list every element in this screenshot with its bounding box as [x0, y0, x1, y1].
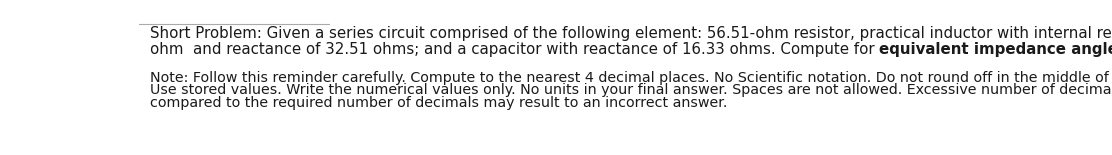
Text: Short Problem: Given a series circuit comprised of the following element: 56.51-: Short Problem: Given a series circuit co…	[150, 26, 1112, 41]
Text: Note: Follow this reminder carefully. Compute to the nearest 4 decimal places. N: Note: Follow this reminder carefully. Co…	[150, 71, 1112, 85]
Text: compared to the required number of decimals may result to an incorrect answer.: compared to the required number of decim…	[150, 96, 727, 110]
Text: Use stored values. Write the numerical values only. No units in your final answe: Use stored values. Write the numerical v…	[150, 83, 1112, 97]
Text: equivalent impedance angle in degrees: equivalent impedance angle in degrees	[880, 42, 1112, 57]
Text: ohm  and reactance of 32.51 ohms; and a capacitor with reactance of 16.33 ohms. : ohm and reactance of 32.51 ohms; and a c…	[150, 42, 880, 57]
